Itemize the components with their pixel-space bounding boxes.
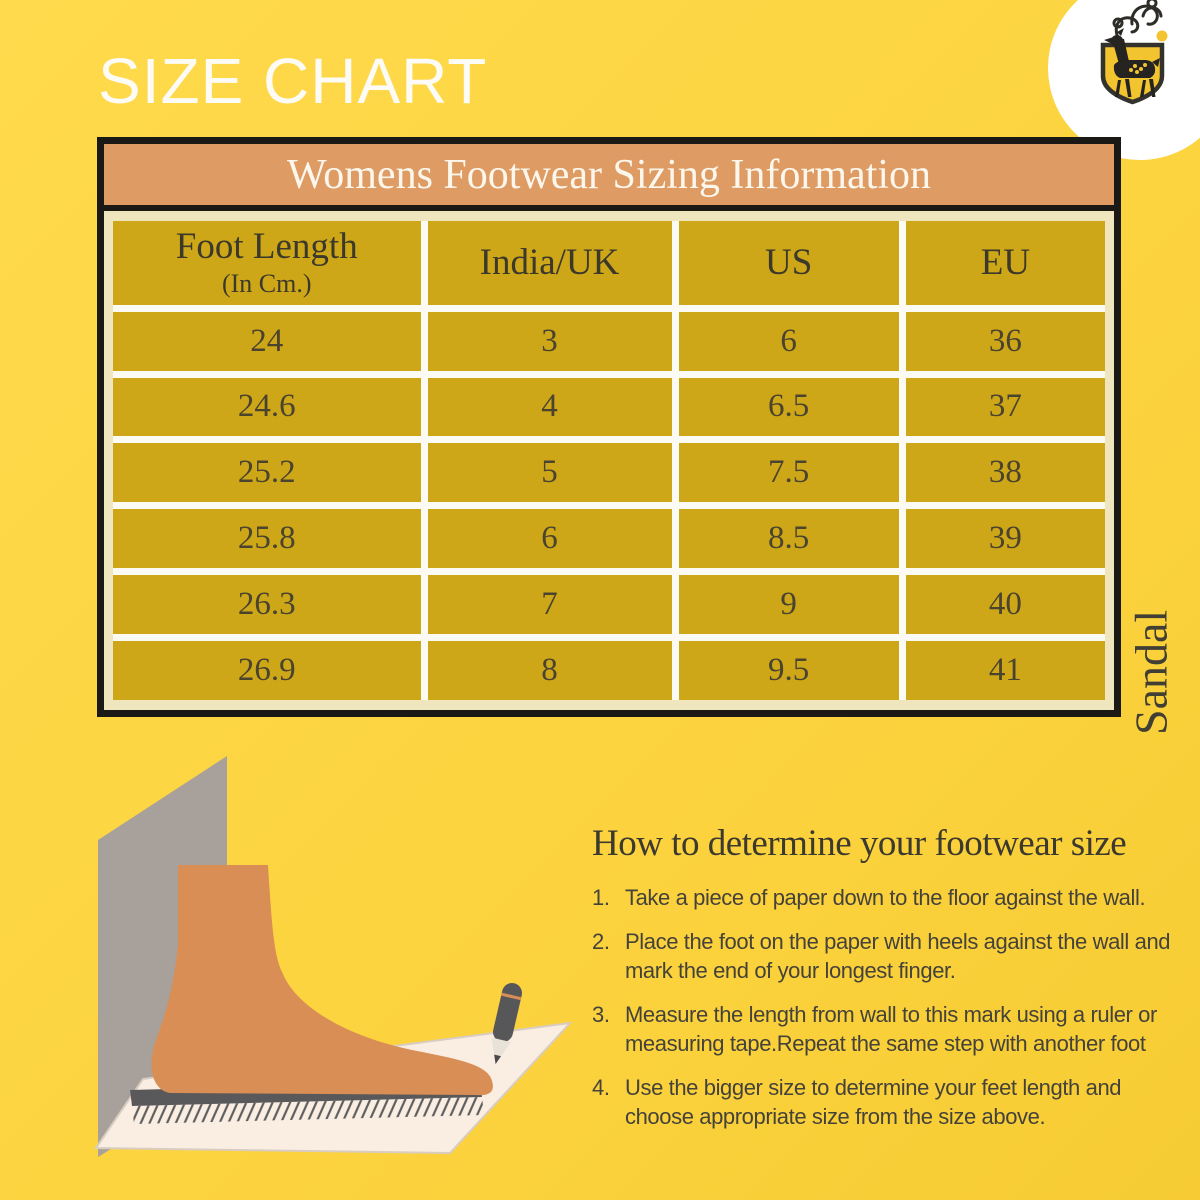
table-cell: 9 [678,575,899,635]
table-cell: 24 [113,311,421,371]
table-title-banner: Womens Footwear Sizing Information [104,144,1114,211]
table-cell: 6 [427,509,672,569]
table-cell: 26.3 [113,575,421,635]
table-cell: 25.2 [113,443,421,503]
table-cell: 5 [427,443,672,503]
guide-step-3: 3. Measure the length from wall to this … [592,1000,1192,1058]
table-cell: 39 [905,509,1105,569]
table-cell: 38 [905,443,1105,503]
foot-measurement-illustration [94,756,573,1157]
table-cell: 7 [427,575,672,635]
step-text: Measure the length from wall to this mar… [625,1002,1157,1057]
step-number: 3. [592,1002,610,1028]
column-header-us: US [678,221,899,305]
table-cell: 8.5 [678,509,899,569]
guide-heading: How to determine your footwear size [592,823,1127,864]
pencil-icon [491,983,522,1065]
table-grid: Foot Length (In Cm.) India/UK US EU 24 3… [113,221,1105,700]
guide-step-1: 1. Take a piece of paper down to the flo… [592,883,1192,912]
size-chart-table: Womens Footwear Sizing Information Foot … [97,137,1121,717]
deer-spots [1129,63,1147,74]
column-header-sub: (In Cm.) [221,269,312,299]
table-cell: 37 [905,377,1105,437]
step-number: 4. [592,1075,610,1101]
brand-logo [1048,0,1200,160]
table-cell: 9.5 [678,641,899,700]
table-cell: 25.8 [113,509,421,569]
step-number: 1. [592,885,610,910]
ruler-ticks [132,1097,484,1124]
guide-step-4: 4. Use the bigger size to determine your… [592,1073,1192,1131]
table-cell: 26.9 [113,641,421,700]
table-cell: 6 [678,311,899,371]
table-body: Foot Length (In Cm.) India/UK US EU 24 3… [104,211,1114,710]
table-cell: 36 [905,311,1105,371]
table-cell: 40 [905,575,1105,635]
table-cell: 3 [427,311,672,371]
foot-shape [151,865,493,1096]
step-text: Place the foot on the paper with heels a… [625,929,1171,984]
table-cell: 7.5 [678,443,899,503]
table-cell: 41 [905,641,1105,700]
column-header-main: Foot Length [175,226,358,268]
category-label-sandal: Sandal [1125,609,1177,735]
column-header-eu: EU [905,221,1105,305]
table-cell: 24.6 [113,377,421,437]
guide-step-2: 2. Place the foot on the paper with heel… [592,927,1192,985]
table-cell: 4 [427,377,672,437]
step-text: Take a piece of paper down to the floor … [625,885,1146,910]
table-cell: 8 [427,641,672,700]
guide-section: How to determine your footwear size 1. T… [592,822,1192,1146]
page-title: SIZE CHART [98,45,488,117]
step-text: Use the bigger size to determine your fe… [625,1075,1122,1130]
column-header-foot-length: Foot Length (In Cm.) [113,221,421,305]
antler-swirls-icon [1112,0,1163,44]
deer-shield-icon [1100,0,1168,105]
step-number: 2. [592,929,610,955]
table-cell: 6.5 [678,377,899,437]
column-header-india-uk: India/UK [427,221,672,305]
logo-dot [1156,30,1168,42]
